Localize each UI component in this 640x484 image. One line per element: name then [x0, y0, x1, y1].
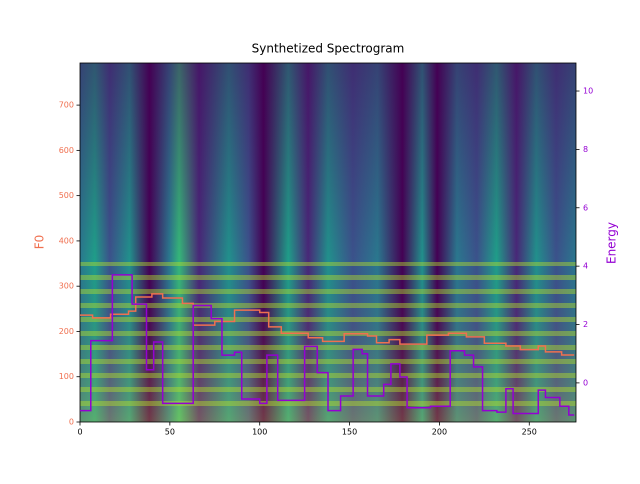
y2-tick-label: 0 — [583, 378, 588, 387]
y2-axis-label: Energy — [605, 222, 619, 264]
y-axis-label: F0 — [33, 235, 47, 250]
y-tick-label: 200 — [59, 327, 74, 336]
y2-tick-label: 8 — [583, 145, 588, 154]
y-tick-label: 300 — [59, 282, 74, 291]
y-tick-label: 500 — [59, 191, 74, 200]
series-line — [80, 293, 575, 356]
chart-title: Synthetized Spectrogram — [252, 42, 405, 56]
x-tick-label: 100 — [252, 428, 267, 437]
y-tick-label: 700 — [59, 101, 74, 110]
x-tick-label: 150 — [342, 428, 357, 437]
y2-tick-label: 4 — [583, 262, 588, 271]
y-tick-label: 400 — [59, 236, 74, 245]
y-tick-label: 100 — [59, 372, 74, 381]
y2-tick-label: 6 — [583, 203, 588, 212]
plot-frame — [79, 62, 577, 423]
y-tick-label: 0 — [69, 418, 74, 427]
y2-tick-label: 2 — [583, 320, 588, 329]
y-tick-label: 600 — [59, 146, 74, 155]
y2-tick-label: 10 — [583, 87, 593, 96]
x-tick-label: 0 — [77, 428, 82, 437]
series-line — [80, 274, 575, 416]
x-tick-label: 200 — [432, 428, 447, 437]
x-tick-label: 250 — [522, 428, 537, 437]
x-tick-label: 50 — [165, 428, 175, 437]
